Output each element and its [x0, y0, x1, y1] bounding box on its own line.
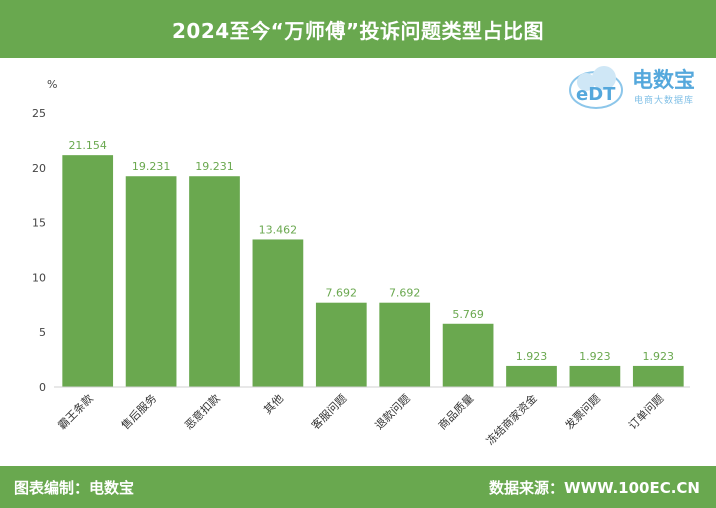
data-label: 1.923: [579, 350, 611, 363]
data-label: 19.231: [132, 160, 171, 173]
y-tick-label: 10: [32, 271, 46, 284]
data-label: 1.923: [643, 350, 675, 363]
data-label: 5.769: [452, 308, 484, 321]
x-category-label: 其他: [261, 392, 286, 417]
cloud-logo-icon: eDT: [569, 66, 623, 109]
chart-footer: 图表编制：电数宝 数据来源：WWW.100EC.CN: [0, 466, 716, 508]
bar: [189, 176, 240, 387]
x-category-label: 客服问题: [308, 391, 349, 432]
bar: [569, 365, 621, 387]
bar: [125, 176, 177, 387]
bar: [379, 302, 431, 387]
x-category-label: 发票问题: [562, 391, 603, 432]
logo-subtext: 电商大数据库: [634, 96, 695, 106]
bar: [62, 155, 114, 387]
bar-chart: % 0 5 10 15 20 25 21.154 霸王条款 19.231 售后服务 19.231 恶意扣…: [32, 78, 690, 448]
y-tick-label: 20: [32, 162, 46, 175]
footer-credit: 图表编制：电数宝: [14, 479, 135, 497]
data-label: 7.692: [326, 287, 358, 300]
logo-mark-text: eDT: [576, 84, 616, 105]
data-label: 1.923: [516, 350, 548, 363]
y-tick-label: 5: [39, 326, 46, 339]
data-label: 13.462: [259, 223, 298, 236]
bar: [442, 323, 494, 387]
chart-header: 2024至今“万师傅”投诉问题类型占比图: [0, 0, 716, 58]
bar: [252, 239, 304, 387]
chart-title: 2024至今“万师傅”投诉问题类型占比图: [172, 18, 544, 43]
y-tick-label: 0: [39, 381, 46, 394]
bar: [506, 365, 557, 387]
x-category-label: 售后服务: [118, 391, 159, 432]
logo-brand-text: 电数宝: [632, 68, 695, 92]
y-axis-unit-label: %: [47, 78, 57, 91]
data-label: 19.231: [195, 160, 234, 173]
bar: [632, 365, 684, 387]
x-category-label: 霸王条款: [55, 391, 96, 432]
y-tick-label: 25: [32, 107, 46, 120]
bar: [315, 302, 367, 387]
logo: eDT 电数宝 电商大数据库: [566, 60, 716, 116]
y-tick-label: 15: [32, 217, 46, 230]
x-category-label: 冻结商家资金: [483, 391, 540, 448]
x-category-label: 退款问题: [372, 391, 413, 432]
x-category-label: 商品质量: [435, 391, 476, 432]
x-category-label: 订单问题: [626, 392, 666, 432]
x-category-label: 恶意扣款: [182, 391, 223, 432]
footer-source: 数据来源：WWW.100EC.CN: [489, 479, 700, 497]
data-label: 7.692: [389, 287, 421, 300]
data-label: 21.154: [68, 139, 107, 152]
